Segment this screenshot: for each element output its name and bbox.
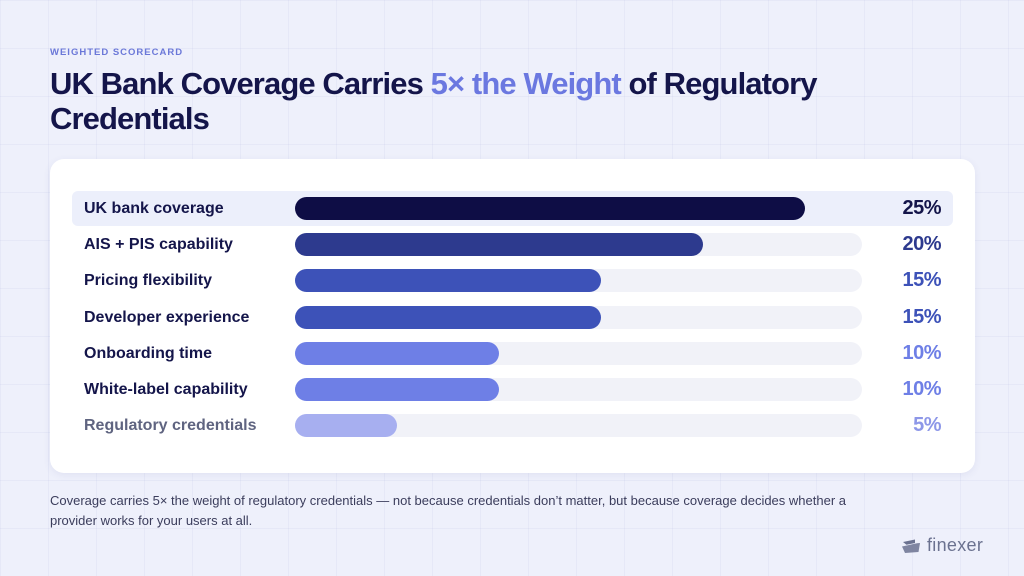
category-label: Regulatory credentials <box>84 417 257 435</box>
chart-row: Onboarding time 10% <box>72 336 953 371</box>
category-label: Pricing flexibility <box>84 272 213 290</box>
value-label: 10% <box>902 378 941 400</box>
title-part-2: of Regulatory Credentials <box>50 66 818 136</box>
page-title: UK Bank Coverage Carries 5× the Weight o… <box>50 66 850 136</box>
category-label: AIS + PIS capability <box>84 236 233 254</box>
category-label: White-label capability <box>84 381 248 398</box>
bar <box>295 341 499 365</box>
category-label: Onboarding time <box>84 344 212 362</box>
bar-track <box>295 378 862 401</box>
bar-track <box>295 233 862 257</box>
footnote: Coverage carries 5× the weight of regula… <box>50 493 846 528</box>
bar-track <box>295 197 862 220</box>
chart-row: UK bank coverage 25% <box>72 191 953 226</box>
title-highlight: 5× the Weight <box>430 66 622 101</box>
bar <box>295 414 397 438</box>
finexer-logo-icon <box>902 539 920 553</box>
chart-row: Regulatory credentials 5% <box>72 408 953 443</box>
value-label: 25% <box>902 197 941 219</box>
bar-track <box>295 269 862 293</box>
chart-row: Pricing flexibility 15% <box>72 263 953 298</box>
logo-text: finexer <box>927 535 984 555</box>
chart-row: AIS + PIS capability 20% <box>72 227 953 262</box>
value-label: 20% <box>902 233 941 256</box>
value-label: 5% <box>913 414 941 437</box>
eyebrow-label: WEIGHTED SCORECARD <box>50 47 184 58</box>
title-part-1: UK Bank Coverage Carries <box>50 66 431 101</box>
bar-track <box>295 305 862 329</box>
bar-track <box>295 414 862 438</box>
value-label: 15% <box>902 269 941 292</box>
chart-row: White-label capability 10% <box>72 372 953 407</box>
bar <box>295 305 601 329</box>
bar <box>295 269 601 293</box>
finexer-logo: finexer <box>901 535 983 556</box>
bar <box>295 197 805 220</box>
bar <box>295 378 499 401</box>
category-label: Developer experience <box>84 308 250 326</box>
category-label: UK bank coverage <box>84 200 224 217</box>
bar <box>295 233 703 257</box>
scorecard-chart: UK bank coverage 25% AIS + PIS capability 2… <box>50 159 975 473</box>
value-label: 15% <box>902 305 941 328</box>
value-label: 10% <box>902 341 941 364</box>
bar-track <box>295 341 862 365</box>
chart-row: Developer experience 15% <box>72 300 953 335</box>
